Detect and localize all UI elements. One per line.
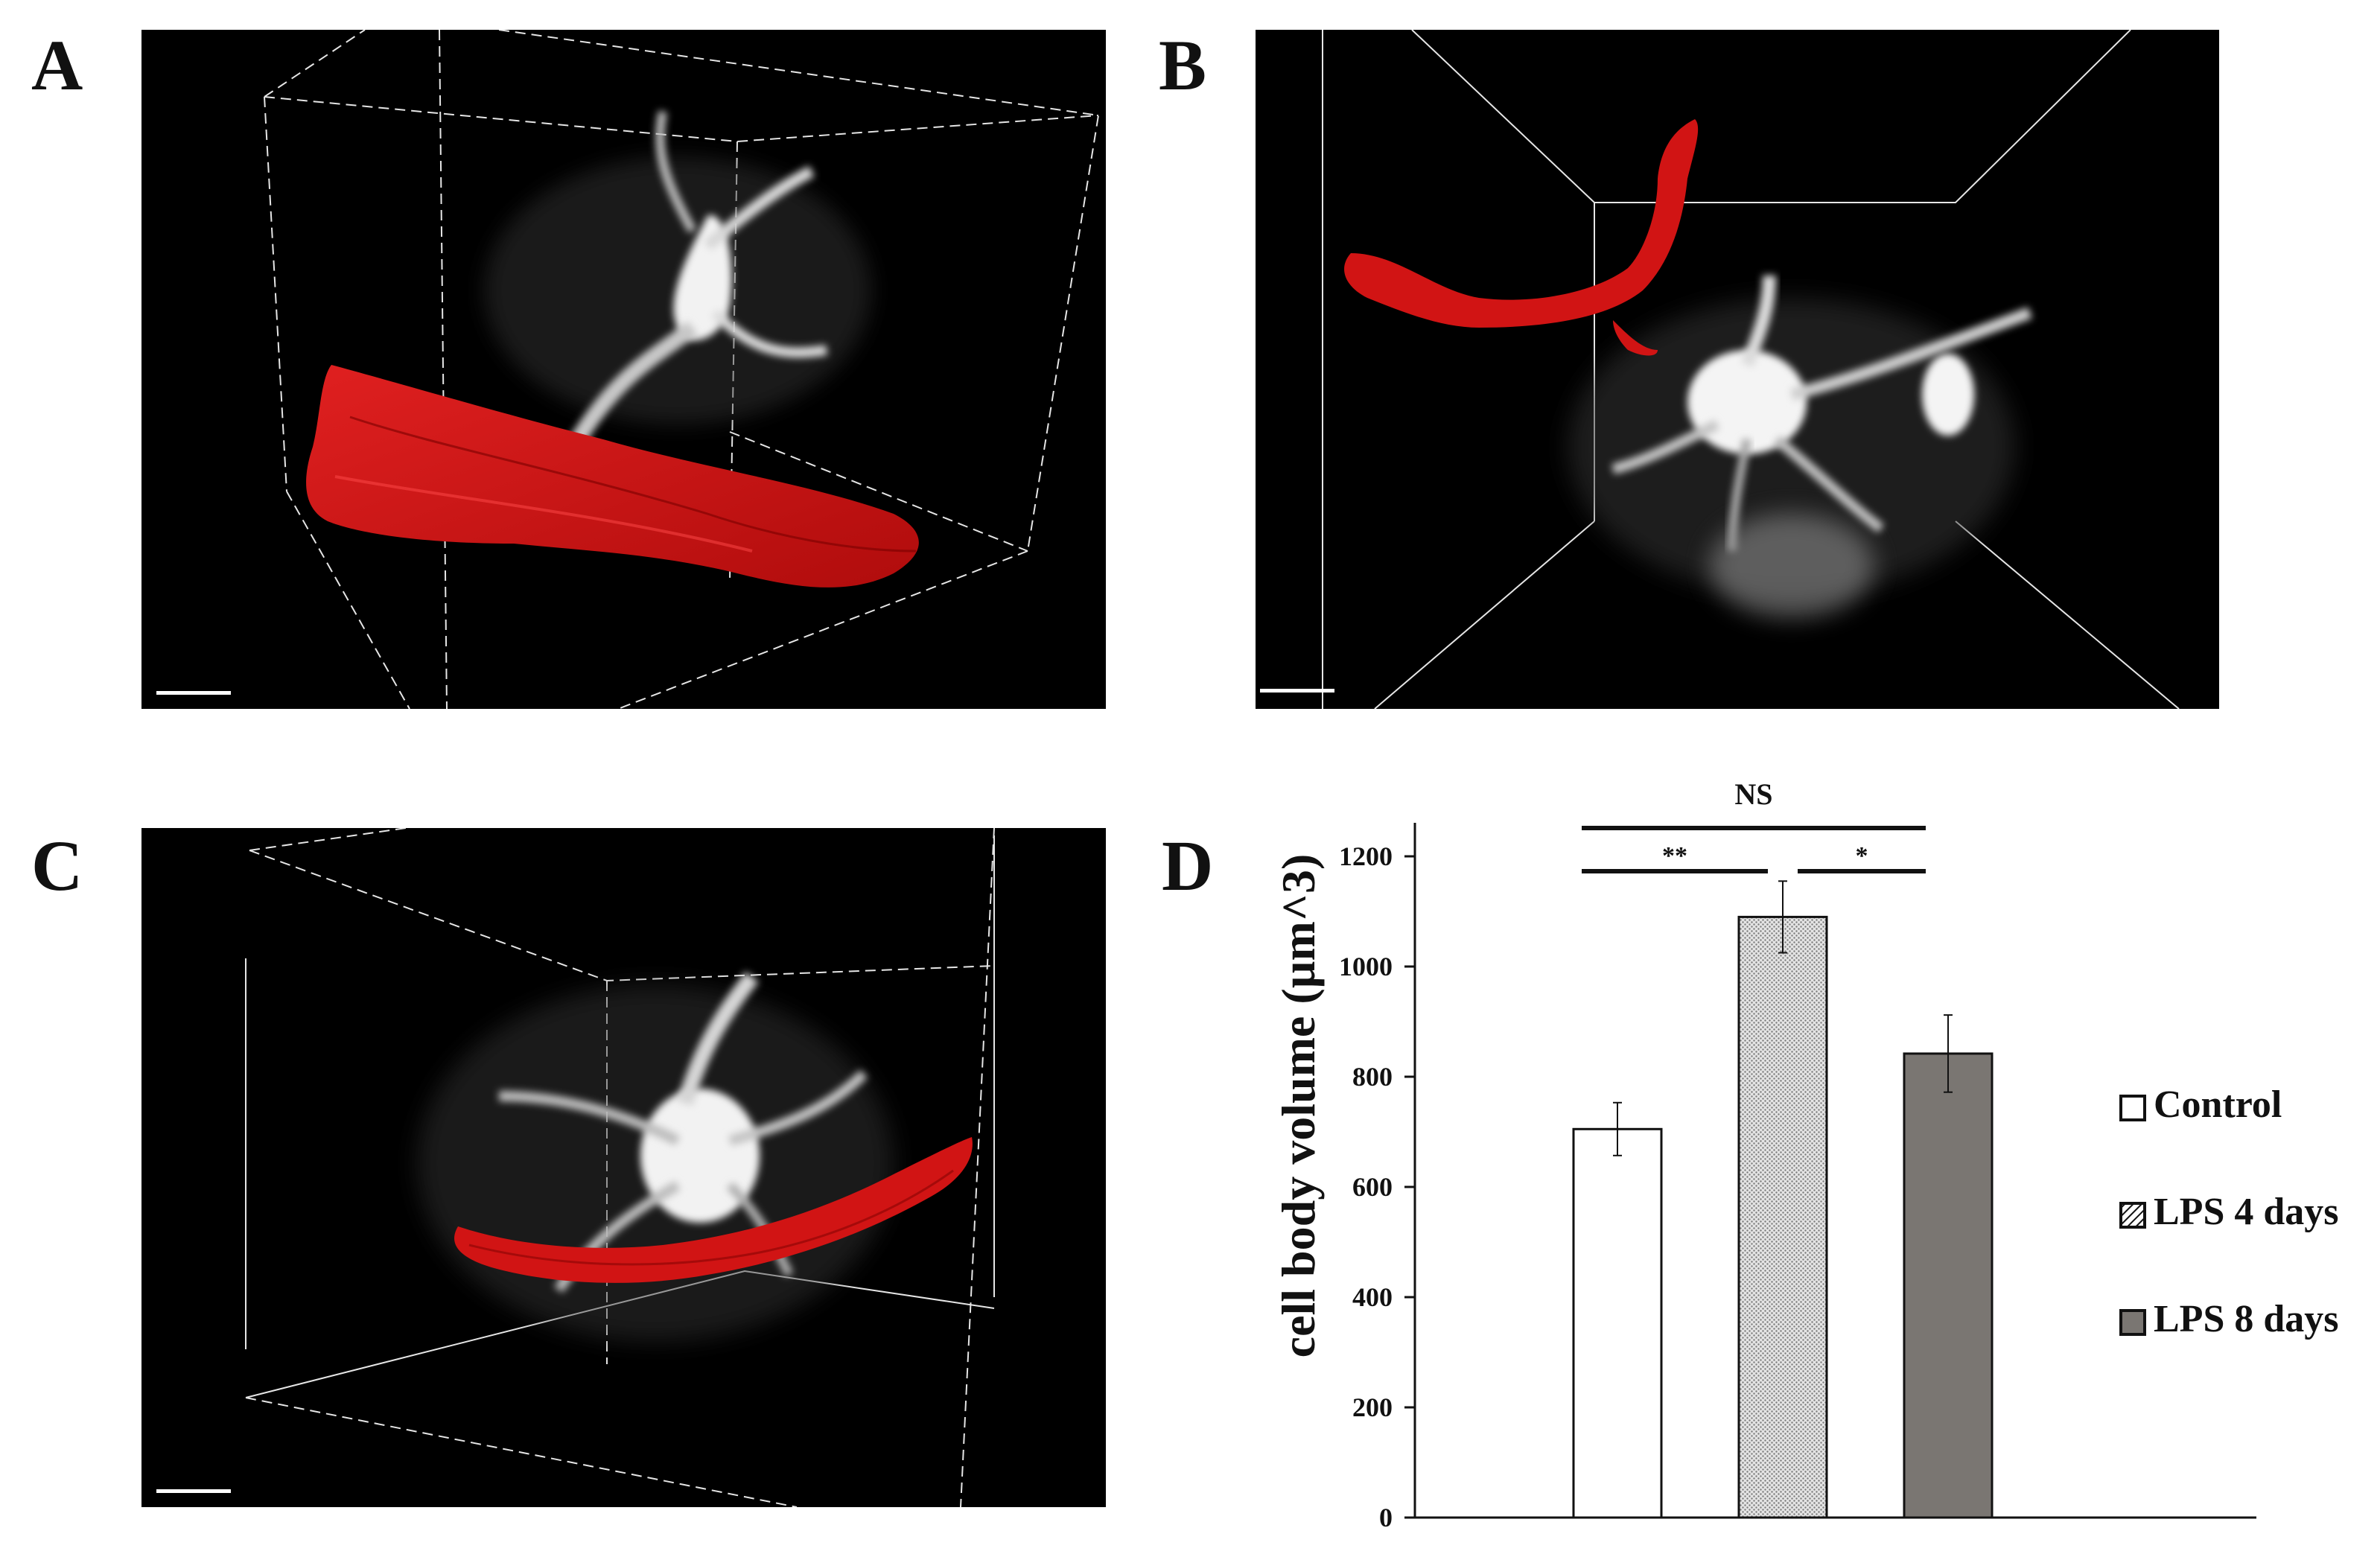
chart-axes: 0 200 400 600 800 1000 1200 <box>1339 823 2256 1532</box>
scale-bar <box>156 1489 231 1493</box>
legend-label: LPS 8 days <box>2154 1298 2339 1340</box>
chart-bars <box>1572 915 1994 1519</box>
legend-swatch <box>2119 1202 2146 1229</box>
significance-label: ** <box>1662 842 1687 870</box>
panel-c-render <box>156 828 995 1507</box>
y-tick-label: 1200 <box>1339 841 1393 871</box>
y-tick-label: 400 <box>1352 1282 1393 1312</box>
significance-label: NS <box>1734 777 1772 811</box>
panel-a-image <box>141 30 1106 709</box>
blood-vessel <box>1344 119 1699 356</box>
y-tick-label: 600 <box>1352 1172 1393 1202</box>
chart-legend: Control LPS 4 days LPS 8 days <box>2119 1083 2339 1340</box>
scale-bar <box>156 691 231 695</box>
y-tick-label: 1000 <box>1339 952 1393 981</box>
y-tick-label: 800 <box>1352 1062 1393 1092</box>
chart-error-bars <box>1613 880 1953 1156</box>
blood-vessel <box>306 365 919 588</box>
legend-label: LPS 4 days <box>2154 1191 2339 1233</box>
bar-lps-4-days <box>1737 915 1828 1519</box>
bar-lps-8-days <box>1903 1052 1994 1519</box>
significance-label: * <box>1856 842 1868 870</box>
scale-bar <box>1260 689 1334 693</box>
y-tick-label: 200 <box>1352 1392 1393 1422</box>
significance-brackets: NS** * <box>1582 777 1926 873</box>
microglia-cell <box>1568 275 2032 618</box>
panel-b-render <box>1260 30 2180 709</box>
panel-a-render <box>156 30 1100 709</box>
y-axis-label: cell body volume (µm^3) <box>1272 854 1325 1358</box>
panel-letter-a: A <box>31 25 83 105</box>
panel-letter-b: B <box>1159 25 1207 105</box>
microglia-cell <box>484 110 871 451</box>
legend-swatch <box>2119 1309 2146 1336</box>
panel-c-image <box>141 828 1106 1507</box>
legend-swatch <box>2119 1095 2146 1121</box>
microglia-cell <box>417 972 894 1342</box>
panel-letter-d: D <box>1162 826 1214 905</box>
panel-b-image <box>1256 30 2219 709</box>
legend-label: Control <box>2154 1083 2282 1126</box>
panel-letter-c: C <box>31 826 83 905</box>
blood-vessel <box>454 1137 973 1283</box>
bar-control <box>1572 1127 1663 1519</box>
y-tick-label: 0 <box>1379 1503 1393 1532</box>
